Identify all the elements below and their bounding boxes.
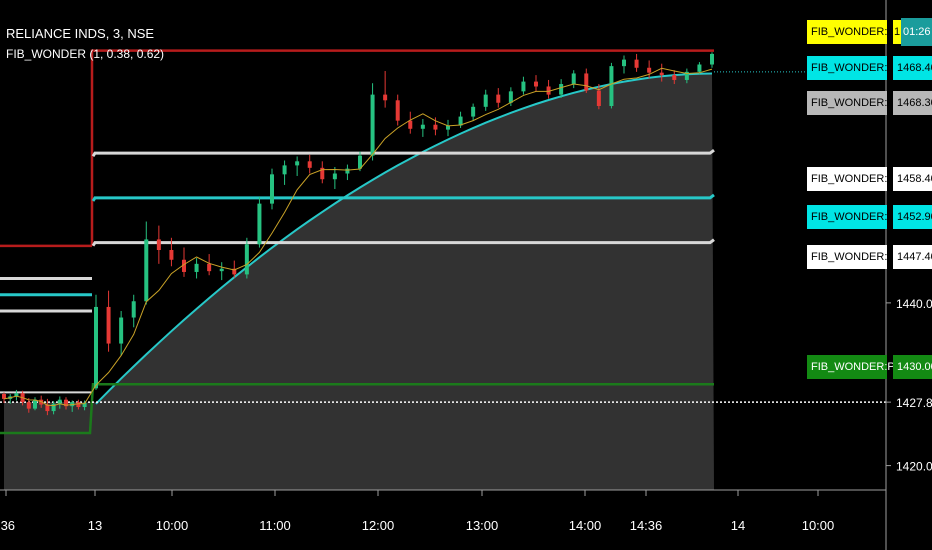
x-tick-label: 13:00 bbox=[466, 518, 499, 533]
candle-body bbox=[345, 168, 350, 174]
candle-body bbox=[584, 73, 589, 91]
plot-tag-label: FIB_WONDER:Plot bbox=[807, 205, 906, 229]
candle-body bbox=[82, 402, 87, 408]
plot-tag-label: FIB_WONDER:Plot bbox=[807, 20, 906, 44]
countdown-timer: 01:26 bbox=[901, 18, 932, 46]
candle-body bbox=[207, 263, 212, 272]
area-fill bbox=[4, 73, 714, 490]
y-tick-label: 1427.80 bbox=[896, 396, 932, 410]
indicator-title: FIB_WONDER (1, 0.38, 0.62) bbox=[6, 47, 165, 61]
candle-body bbox=[295, 161, 300, 166]
candle-body bbox=[446, 125, 450, 130]
plot-tag-value: 1468.30 bbox=[893, 91, 932, 115]
x-tick-label: 12:00 bbox=[362, 518, 395, 533]
candle-body bbox=[45, 404, 50, 412]
candle-body bbox=[182, 259, 186, 272]
plot-tag-value: 1 bbox=[893, 20, 901, 44]
candle-body bbox=[332, 173, 337, 180]
candle-body bbox=[433, 124, 438, 130]
plot-tag-label: FIB_WONDER:Plot bbox=[807, 167, 906, 191]
candle-body bbox=[458, 116, 463, 126]
plot-tag-value: 1458.40 bbox=[893, 167, 932, 191]
candle-body bbox=[508, 91, 513, 103]
candle-body bbox=[33, 399, 37, 409]
candle-body bbox=[596, 90, 601, 106]
fib-upper-day2 bbox=[91, 148, 715, 158]
plot-tag-value: 1468.40 bbox=[893, 56, 932, 80]
x-tick-label: 14:00 bbox=[569, 518, 602, 533]
candle-body bbox=[194, 263, 199, 272]
x-tick-label: 13 bbox=[88, 518, 102, 533]
candle-body bbox=[94, 306, 98, 389]
candle-body bbox=[534, 81, 538, 87]
candle-body bbox=[169, 250, 174, 260]
candle-body bbox=[483, 94, 488, 107]
candle-body bbox=[270, 174, 274, 204]
fib-lower-day2 bbox=[91, 238, 715, 247]
candle-body bbox=[244, 244, 249, 275]
candle-body bbox=[395, 100, 400, 121]
candle-body bbox=[57, 399, 62, 404]
candle-body bbox=[358, 155, 362, 169]
fib-mid-day2 bbox=[91, 193, 715, 202]
y-tick-label: 1440.00 bbox=[896, 297, 932, 311]
fib-green-level bbox=[0, 382, 714, 435]
candle-body bbox=[219, 268, 224, 272]
candle-body bbox=[697, 64, 702, 72]
candle-body bbox=[64, 399, 68, 407]
candle-body bbox=[26, 402, 31, 409]
plot-tag-value: 1452.90 bbox=[893, 205, 932, 229]
candle-body bbox=[521, 81, 526, 92]
candle-body bbox=[659, 72, 664, 76]
candle-body bbox=[257, 203, 262, 245]
candle-body bbox=[131, 301, 136, 318]
candle-body bbox=[571, 73, 576, 85]
x-tick-label: 10:00 bbox=[802, 518, 835, 533]
x-tick-label: 10:00 bbox=[156, 518, 189, 533]
candle-body bbox=[2, 394, 6, 399]
candle-body bbox=[370, 94, 375, 156]
x-tick-label: 14 bbox=[731, 518, 745, 533]
candle-body bbox=[144, 239, 149, 302]
candle-body bbox=[609, 66, 614, 106]
candle-body bbox=[634, 59, 639, 68]
candle-body bbox=[119, 317, 124, 344]
plot-tag-label: FIB_WONDER:Plot bbox=[807, 245, 906, 269]
candle-body bbox=[408, 120, 413, 129]
x-tick-label: 11:00 bbox=[259, 518, 291, 533]
candle-body bbox=[546, 86, 551, 95]
candle-body bbox=[307, 161, 312, 168]
symbol-title: RELIANCE INDS, 3, NSE bbox=[6, 26, 155, 41]
candle-body bbox=[420, 124, 425, 129]
fib-high-day2 bbox=[90, 49, 714, 246]
candle-body bbox=[559, 84, 564, 95]
plot-tag-value: 1430.00 bbox=[893, 355, 932, 379]
candle-body bbox=[622, 59, 626, 67]
candle-body bbox=[672, 75, 677, 80]
candle-body bbox=[76, 402, 81, 408]
candle-body bbox=[496, 94, 501, 103]
candle-body bbox=[320, 167, 325, 180]
plot-tag-value: 1447.40 bbox=[893, 245, 932, 269]
candle-body bbox=[684, 71, 689, 80]
x-tick-label: :36 bbox=[0, 518, 15, 533]
candle-body bbox=[710, 53, 714, 65]
x-tick-label: 14:36 bbox=[630, 518, 663, 533]
candle-body bbox=[14, 393, 19, 397]
candle-body bbox=[383, 94, 388, 101]
plot-tag-label: FIB_WONDER:Plot bbox=[807, 91, 906, 115]
candle-body bbox=[282, 165, 287, 175]
plot-tag-label: FIB_WONDER:Plot bbox=[807, 355, 906, 379]
candle-body bbox=[232, 268, 237, 275]
plot-tag-label: FIB_WONDER:Plot bbox=[807, 56, 906, 80]
moving-average-line bbox=[3, 67, 713, 407]
y-tick-label: 1420.00 bbox=[896, 460, 932, 474]
candle-body bbox=[647, 67, 652, 73]
candle-body bbox=[156, 239, 161, 250]
candle-body bbox=[106, 306, 111, 344]
candle-body bbox=[471, 106, 476, 117]
candle-body bbox=[51, 403, 56, 412]
